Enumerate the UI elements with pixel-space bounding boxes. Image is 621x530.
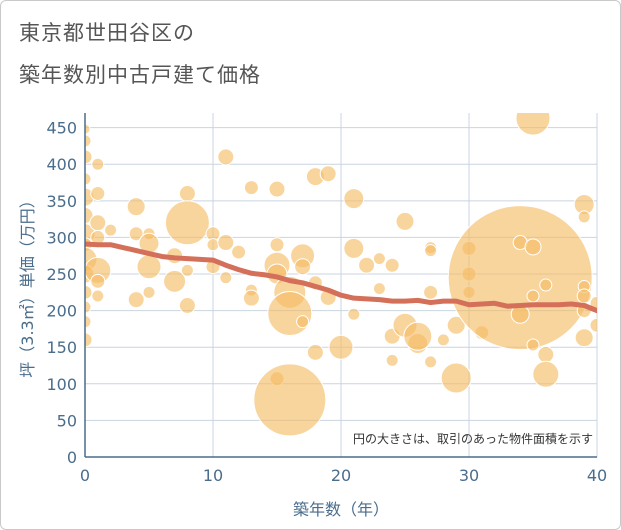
- bubble-point: [85, 172, 92, 186]
- bubble-point: [358, 256, 376, 274]
- y-tick-label: 350: [46, 192, 77, 211]
- bubble-point: [515, 113, 551, 136]
- bubble-point: [403, 321, 433, 351]
- x-tick-label: 20: [331, 466, 351, 485]
- bubble-point: [243, 180, 259, 196]
- bubble-point: [532, 360, 560, 388]
- bubble-point: [178, 185, 196, 203]
- bubble-point: [85, 134, 92, 148]
- bubble-point: [217, 148, 235, 166]
- bubble-point: [242, 289, 260, 307]
- bubble-point: [372, 282, 386, 296]
- bubble-point: [524, 238, 542, 256]
- bubble-point: [85, 300, 92, 314]
- bubble-point: [90, 273, 106, 289]
- y-tick-label: 100: [46, 375, 77, 394]
- bubble-point: [231, 244, 247, 260]
- bubble-point: [180, 263, 194, 277]
- bubble-point: [206, 238, 220, 252]
- y-tick-label: 50: [57, 411, 77, 430]
- bubble-point: [126, 197, 146, 217]
- size-note: 円の大きさは、取引のあった物件面積を示す: [353, 431, 593, 446]
- bubble-point: [85, 332, 93, 348]
- y-tick-label: 250: [46, 265, 77, 284]
- y-axis-title: 坪（3.3㎡）単価（万円）: [18, 192, 37, 377]
- bubble-point: [537, 346, 555, 364]
- bubble-point: [91, 157, 105, 171]
- x-axis-title: 築年数（年）: [293, 500, 389, 519]
- bubble-point: [343, 188, 365, 210]
- bubble-point: [385, 353, 399, 367]
- bubble-point: [253, 363, 327, 437]
- bubble-point: [577, 210, 591, 224]
- bubble-point: [436, 333, 450, 347]
- bubble-point: [296, 315, 310, 329]
- bubble-point: [178, 296, 196, 314]
- bubble-point: [423, 284, 439, 300]
- y-tick-label: 400: [46, 155, 77, 174]
- bubble-point: [269, 237, 285, 253]
- bubble-point: [424, 355, 438, 369]
- x-tick-label: 10: [203, 466, 223, 485]
- bubble-point: [395, 211, 415, 231]
- bubble-point: [424, 244, 438, 258]
- bubble-point: [589, 317, 597, 333]
- bubble-point: [576, 288, 592, 304]
- bubble-point: [91, 289, 105, 303]
- bubble-point: [85, 315, 92, 329]
- bubble-point: [217, 234, 235, 252]
- y-tick-label: 150: [46, 338, 77, 357]
- trend-line-group: [85, 241, 597, 314]
- bubble-point: [164, 200, 210, 246]
- bubble-point: [89, 214, 107, 232]
- bubble-point: [440, 362, 472, 394]
- bubble-point: [319, 165, 337, 183]
- bubble-point: [328, 334, 354, 360]
- bubble-point: [447, 205, 593, 351]
- bubble-point: [127, 291, 145, 309]
- bubble-point: [539, 278, 553, 292]
- bubble-point: [574, 328, 594, 348]
- bubble-point: [343, 237, 365, 259]
- y-tick-label: 0: [67, 448, 77, 467]
- bubble-point: [446, 315, 466, 335]
- bubble-point: [306, 343, 324, 361]
- x-tick-label: 0: [80, 466, 90, 485]
- bubble-point: [90, 186, 106, 202]
- bubble-point: [294, 258, 312, 276]
- bubble-point: [85, 123, 91, 135]
- bubble-point: [104, 223, 118, 237]
- axes: 0 50 100 150 200 250 300 350 400 450 0 10 20 30 40 築年数（…: [18, 113, 607, 519]
- bubble-point: [85, 149, 93, 165]
- x-tick-label: 40: [587, 466, 607, 485]
- bubble-point: [85, 284, 93, 300]
- x-tick-label: 30: [459, 466, 479, 485]
- bubble-point: [268, 180, 286, 198]
- bubble-point: [526, 289, 540, 303]
- chart-title-line2: 築年数別中古戸建て価格: [19, 63, 261, 87]
- bubble-point: [347, 307, 361, 321]
- bubble-point: [526, 338, 540, 352]
- bubbles: [85, 113, 597, 437]
- y-tick-label: 300: [46, 228, 77, 247]
- bubble-point: [267, 291, 313, 337]
- bubble-point: [372, 252, 386, 266]
- bubble-point: [142, 285, 156, 299]
- trend-line: [85, 241, 597, 314]
- y-tick-label: 200: [46, 302, 77, 321]
- bubble-point: [384, 257, 400, 273]
- bubble-point: [219, 271, 233, 285]
- chart-title-line1: 東京都世田谷区の: [19, 21, 195, 45]
- bubble-point: [136, 254, 162, 280]
- y-tick-label: 450: [46, 119, 77, 138]
- bubble-point: [163, 269, 187, 293]
